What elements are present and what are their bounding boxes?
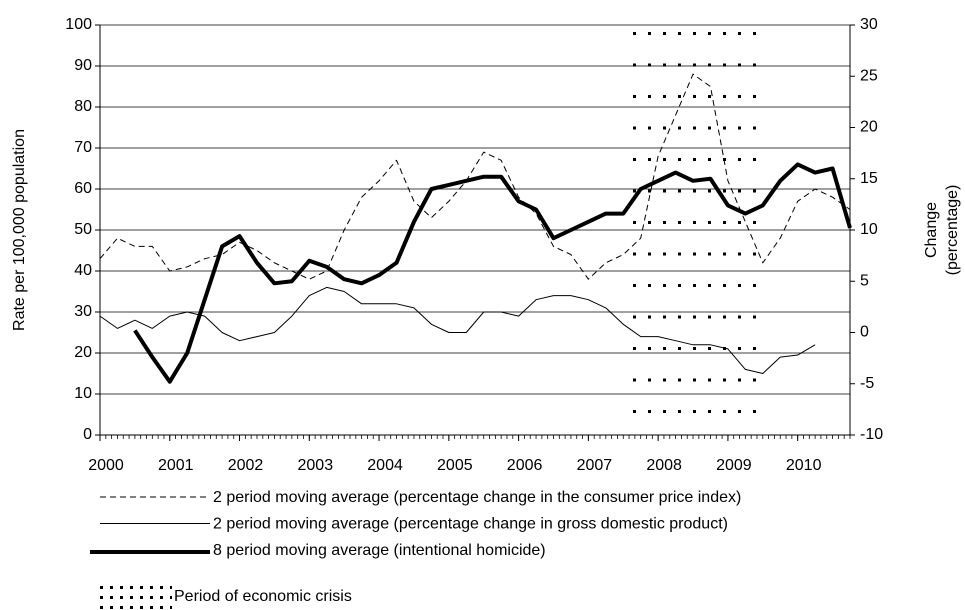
y-tick-label: 50 xyxy=(74,221,92,238)
y-tick-label: 60 xyxy=(74,180,92,197)
y2-tick-label: 0 xyxy=(860,324,869,341)
x-tick-label: 2008 xyxy=(646,457,682,474)
y2-tick-label: 15 xyxy=(860,170,878,187)
y-tick-label: 70 xyxy=(74,139,92,156)
y2-axis-label: (percentage) xyxy=(944,185,961,276)
y2-tick-label: -5 xyxy=(860,375,874,392)
y-tick-label: 100 xyxy=(65,16,92,33)
y2-tick-label: 5 xyxy=(860,272,869,289)
series-line xyxy=(99,73,851,280)
y-tick-label: 20 xyxy=(74,344,92,361)
legend-label: Period of economic crisis xyxy=(174,588,352,605)
y-tick-label: 30 xyxy=(74,303,92,320)
y-tick-label: 40 xyxy=(74,262,92,279)
x-tick-label: 2003 xyxy=(298,457,334,474)
series-line xyxy=(133,162,852,384)
y2-axis-label: Change xyxy=(923,202,940,258)
x-tick-label: 2004 xyxy=(367,457,403,474)
y2-tick-label: 25 xyxy=(860,67,878,84)
y2-tick-label: -10 xyxy=(860,426,883,443)
x-tick-label: 2007 xyxy=(577,457,613,474)
series-line xyxy=(99,286,816,374)
y2-tick-label: 30 xyxy=(860,16,878,33)
x-tick-label: 2009 xyxy=(716,457,752,474)
y2-tick-label: 10 xyxy=(860,221,878,238)
y-tick-label: 10 xyxy=(74,385,92,402)
x-tick-label: 2002 xyxy=(228,457,264,474)
x-tick-label: 2005 xyxy=(437,457,473,474)
legend-label: 8 period moving average (intentional hom… xyxy=(213,542,546,559)
y2-tick-label: 20 xyxy=(860,119,878,136)
x-tick-label: 2006 xyxy=(507,457,543,474)
x-tick-label: 2000 xyxy=(88,457,124,474)
y-tick-label: 90 xyxy=(74,57,92,74)
y-tick-label: 80 xyxy=(74,98,92,115)
x-tick-label: 2001 xyxy=(158,457,194,474)
y-axis-label: Rate per 100,000 population xyxy=(11,129,28,331)
x-tick-label: 2010 xyxy=(786,457,822,474)
legend-label: 2 period moving average (percentage chan… xyxy=(213,489,741,506)
legend-label: 2 period moving average (percentage chan… xyxy=(213,516,728,533)
y-tick-label: 0 xyxy=(83,426,92,443)
legend-swatch xyxy=(100,586,172,610)
